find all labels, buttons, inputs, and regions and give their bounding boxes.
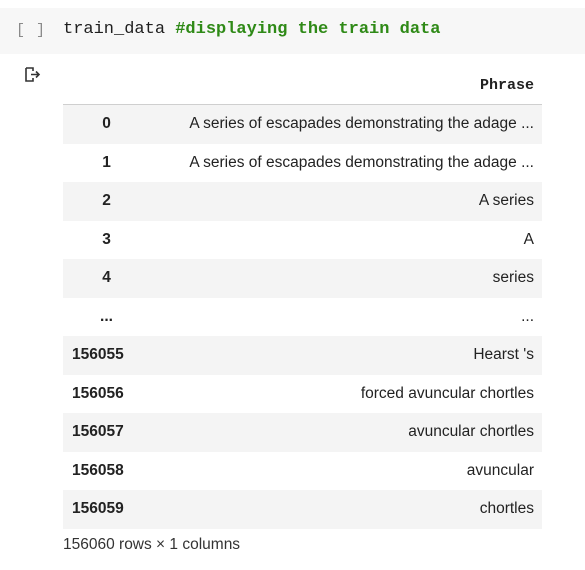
- code-text: train_data: [63, 20, 176, 39]
- row-index: 156056: [72, 384, 124, 402]
- table-row: 156057 avuncular chortles: [63, 413, 542, 452]
- table-row: 0 A series of escapades demonstrating th…: [63, 104, 542, 144]
- row-index: 3: [102, 230, 111, 248]
- table-row: 2 A series: [63, 182, 542, 221]
- dataframe-table: Phrase 0 A series of escapades demonstra…: [63, 66, 542, 529]
- output-redirect-icon[interactable]: [23, 66, 41, 84]
- row-index: 0: [63, 104, 150, 144]
- row-index: 4: [63, 259, 150, 298]
- table-row: 1 A series of escapades demonstrating th…: [63, 144, 542, 183]
- row-index: 1: [102, 153, 111, 171]
- code-comment: #displaying the train data: [175, 20, 441, 39]
- code-editor[interactable]: train_data #displaying the train data: [63, 20, 440, 39]
- phrase-cell: chortles: [150, 490, 542, 529]
- phrase-cell: avuncular chortles: [150, 413, 542, 452]
- column-header-phrase: Phrase: [150, 66, 542, 105]
- table-row-ellipsis: ... ...: [63, 298, 542, 337]
- phrase-cell: A series of escapades demonstrating the …: [189, 153, 534, 171]
- table-row: 4 series: [63, 259, 542, 298]
- phrase-cell: A series: [150, 182, 542, 221]
- row-index: 156055: [63, 336, 150, 375]
- row-index: ...: [100, 307, 113, 325]
- table-row: 156059 chortles: [63, 490, 542, 529]
- row-index: 156059: [63, 490, 150, 529]
- code-cell[interactable]: [ ] train_data #displaying the train dat…: [0, 8, 585, 54]
- row-index: 156057: [63, 413, 150, 452]
- table-row: 156055 Hearst 's: [63, 336, 542, 375]
- phrase-cell: Hearst 's: [150, 336, 542, 375]
- table-header-row: Phrase: [63, 66, 542, 105]
- index-header: [63, 66, 150, 105]
- run-cell-button[interactable]: [ ]: [16, 22, 47, 39]
- phrase-cell: ...: [521, 307, 534, 325]
- table-row: 156058 avuncular: [63, 452, 542, 491]
- phrase-cell: A: [523, 230, 534, 248]
- row-index: 2: [63, 182, 150, 221]
- phrase-cell: A series of escapades demonstrating the …: [150, 104, 542, 144]
- phrase-cell: series: [150, 259, 542, 298]
- row-index: 156058: [72, 461, 124, 479]
- table-row: 156056 forced avuncular chortles: [63, 375, 542, 414]
- phrase-cell: avuncular: [466, 461, 534, 479]
- table-row: 3 A: [63, 221, 542, 260]
- phrase-cell: forced avuncular chortles: [360, 384, 534, 402]
- dataframe-shape-note: 156060 rows × 1 columns: [63, 536, 241, 553]
